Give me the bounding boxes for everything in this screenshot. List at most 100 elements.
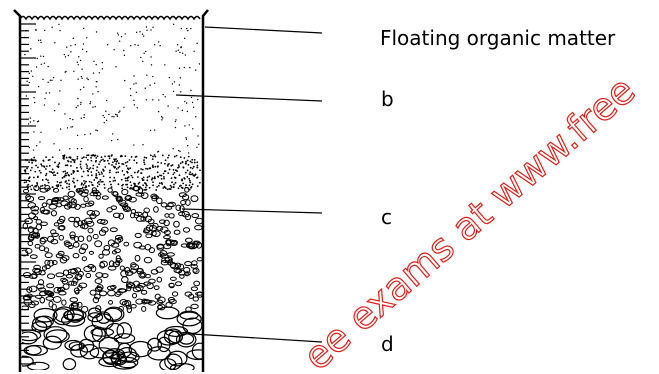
gravel	[186, 349, 202, 361]
silt-dot	[137, 44, 139, 47]
sand-grain	[191, 213, 200, 219]
sand-grain	[99, 260, 108, 268]
silt-dot	[65, 70, 67, 73]
sand-grain	[132, 286, 142, 293]
silt-dot	[164, 96, 166, 98]
silt-dot	[174, 126, 177, 129]
clay-dot	[160, 174, 163, 177]
silt-dot	[176, 44, 179, 46]
clay-dot	[185, 184, 187, 186]
sand-grain	[124, 195, 133, 201]
silt-dot	[25, 95, 28, 97]
sand-grain	[159, 250, 168, 257]
clay-dot	[51, 186, 54, 189]
gravel	[43, 326, 68, 343]
clay-dot	[57, 163, 60, 166]
clay-dot	[127, 176, 130, 178]
sand-grain	[44, 290, 52, 296]
sand-grain	[195, 241, 202, 249]
silt-dot	[69, 148, 71, 150]
gravel	[35, 315, 54, 328]
gravel	[178, 333, 195, 345]
silt-dot	[51, 79, 53, 82]
sand-grain	[50, 229, 57, 235]
silt-dot	[153, 129, 156, 131]
sand-grain	[38, 287, 47, 292]
clay-dot	[87, 154, 90, 157]
sand-grain	[79, 223, 86, 229]
clay-dot	[80, 183, 83, 186]
clay-dot	[181, 161, 184, 163]
silt-dot	[92, 106, 94, 108]
sand-grain	[168, 282, 175, 288]
sand-grain	[27, 240, 34, 247]
clay-dot	[62, 157, 65, 160]
sand-grain	[115, 260, 121, 266]
silt-dot	[189, 66, 191, 69]
clay-dot	[115, 168, 118, 170]
sand-grain	[27, 202, 37, 209]
silt-dot	[53, 109, 56, 112]
silt-dot	[146, 74, 148, 76]
clay-dot	[77, 170, 79, 173]
sand-grain	[109, 227, 118, 233]
sand-grain	[119, 265, 125, 271]
clay-dot	[51, 168, 54, 171]
clay-dot	[90, 171, 93, 173]
clay-dot	[143, 156, 146, 159]
sand-grain	[61, 299, 67, 306]
silt-dot	[37, 85, 40, 88]
clay-dot	[135, 162, 138, 164]
clay-dot	[128, 159, 131, 161]
sand-grain	[118, 288, 128, 293]
clay-dot	[130, 184, 133, 187]
silt-dot	[116, 32, 119, 34]
gravel	[79, 344, 100, 360]
clay-dot	[67, 160, 70, 163]
clay-dot	[181, 187, 184, 189]
sand-grain	[118, 212, 125, 220]
sand-grain	[119, 299, 128, 306]
silt-dot	[149, 84, 151, 86]
silt-dot	[77, 64, 80, 66]
silt-dot	[63, 53, 66, 56]
clay-dot	[72, 177, 75, 180]
silt-dot	[54, 42, 56, 44]
silt-dot	[86, 37, 88, 39]
clay-dot	[38, 169, 41, 172]
clay-dot	[68, 188, 71, 191]
silt-dot	[77, 105, 79, 107]
silt-dot	[157, 41, 160, 43]
clay-dot	[98, 173, 101, 176]
clay-dot	[173, 183, 175, 186]
clay-dot	[153, 176, 156, 178]
silt-dot	[43, 29, 46, 32]
clay-dot	[86, 169, 89, 172]
silt-dot	[80, 117, 82, 119]
sand-grain	[107, 289, 116, 297]
clay-dot	[65, 174, 68, 177]
clay-dot	[95, 173, 98, 175]
sand-grain	[55, 272, 65, 278]
silt-dot	[195, 115, 197, 118]
sand-grain	[25, 194, 31, 201]
silt-dot	[79, 88, 82, 91]
silt-dot	[129, 44, 132, 47]
sand-grain	[45, 296, 54, 301]
gravel	[31, 321, 48, 333]
sand-grain	[107, 187, 113, 193]
clay-dot	[125, 179, 127, 182]
sand-grain	[127, 282, 136, 289]
clay-dot	[163, 185, 166, 188]
clay-dot	[179, 184, 182, 187]
sand-grain	[110, 284, 117, 290]
sand-grain	[60, 277, 67, 283]
silt-dot	[180, 27, 182, 30]
silt-dot	[87, 78, 89, 81]
clay-dot	[143, 163, 146, 166]
clay-dot	[88, 168, 91, 170]
clay-dot	[101, 173, 103, 175]
gravel	[175, 331, 197, 348]
sand-grain	[76, 273, 82, 281]
clay-dot	[50, 171, 53, 174]
